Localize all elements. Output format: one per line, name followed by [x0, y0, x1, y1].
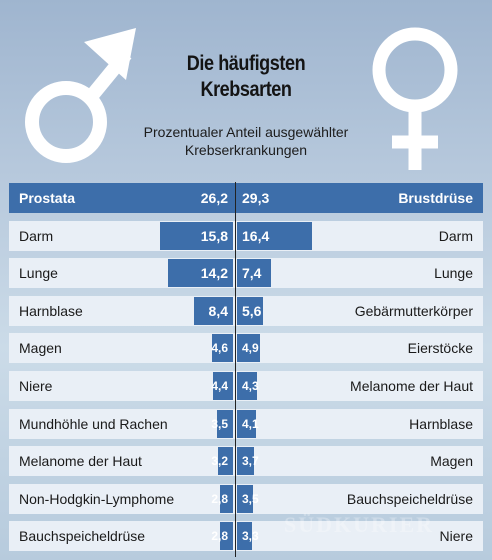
chart-subtitle-line-1: Prozentualer Anteil ausgewählter [143, 124, 349, 140]
category-label-men: Non-Hodgkin-Lymphome [19, 490, 175, 507]
category-label-women: Lunge [434, 265, 473, 282]
bar-women [237, 522, 253, 551]
category-label-men: Mundhöhle und Rachen [19, 415, 168, 432]
value-label-women: 29,3 [242, 190, 270, 206]
value-label-men: 3,5 [211, 416, 228, 431]
category-label-women: Eierstöcke [407, 340, 473, 357]
bar-women [237, 296, 263, 325]
value-label-women: 16,4 [242, 227, 270, 244]
value-label-men: 4,4 [211, 379, 228, 393]
female-symbol-icon [372, 27, 458, 170]
value-label-women: 3,5 [242, 491, 259, 506]
category-label-women: Darm [438, 227, 473, 244]
bar-women [237, 334, 260, 363]
bar-men [212, 372, 233, 400]
category-label-women: Brustdrüse [398, 190, 473, 206]
bar-men [220, 522, 233, 551]
bar-women [237, 372, 257, 400]
category-label-women: Magen [430, 453, 473, 470]
category-label-women: Melanome der Haut [350, 378, 473, 394]
male-symbol-icon [25, 28, 136, 163]
bar-men [194, 296, 233, 325]
bar-men [160, 221, 233, 250]
value-label-women: 7,4 [242, 265, 262, 282]
value-label-men: 3,2 [211, 454, 228, 469]
bar-women [237, 409, 256, 438]
category-label-men: Bauchspeicheldrüse [19, 528, 146, 545]
category-label-men: Niere [19, 378, 53, 394]
value-label-men: 4,6 [211, 341, 228, 356]
category-label-women: Niere [439, 528, 473, 545]
center-divider [235, 182, 236, 557]
category-label-men: Melanome der Haut [19, 453, 142, 470]
category-label-women: Harnblase [409, 415, 473, 432]
chart-subtitle-line-2: Krebserkrankungen [184, 142, 308, 158]
category-label-men: Prostata [19, 190, 76, 206]
value-label-women: 4,1 [242, 416, 259, 431]
value-label-men: 2,8 [211, 529, 228, 544]
value-label-women: 4,9 [242, 341, 259, 356]
value-label-women: 5,6 [242, 302, 262, 319]
category-label-women: Bauchspeicheldrüse [346, 490, 473, 507]
value-label-men: 8,4 [208, 302, 228, 319]
category-label-men: Harnblase [19, 302, 83, 319]
bar-men [211, 334, 233, 363]
category-label-men: Lunge [19, 265, 58, 282]
bar-women [237, 447, 255, 476]
bar-women [237, 259, 272, 288]
category-label-men: Darm [19, 227, 54, 244]
bar-men [218, 447, 233, 476]
value-label-men: 26,2 [200, 190, 228, 206]
value-label-women: 3,7 [242, 454, 259, 469]
value-label-women: 3,3 [242, 529, 259, 544]
bar-men [167, 259, 233, 288]
category-label-men: Magen [19, 340, 62, 357]
value-label-men: 15,8 [200, 227, 228, 244]
bar-women [237, 221, 313, 250]
chart-title-line-2: Krebsarten [200, 78, 292, 101]
chart-title-line-1: Die häufigsten [186, 52, 306, 75]
row-background [9, 183, 483, 213]
value-label-women: 4,3 [242, 379, 259, 393]
bar-men [220, 484, 233, 513]
value-label-men: 2,8 [211, 491, 228, 506]
category-label-women: Gebärmutterkörper [354, 302, 473, 319]
watermark: SÜDKURIER [284, 512, 435, 537]
bar-men [216, 409, 233, 438]
bar-women [237, 484, 254, 513]
value-label-men: 14,2 [200, 265, 228, 282]
